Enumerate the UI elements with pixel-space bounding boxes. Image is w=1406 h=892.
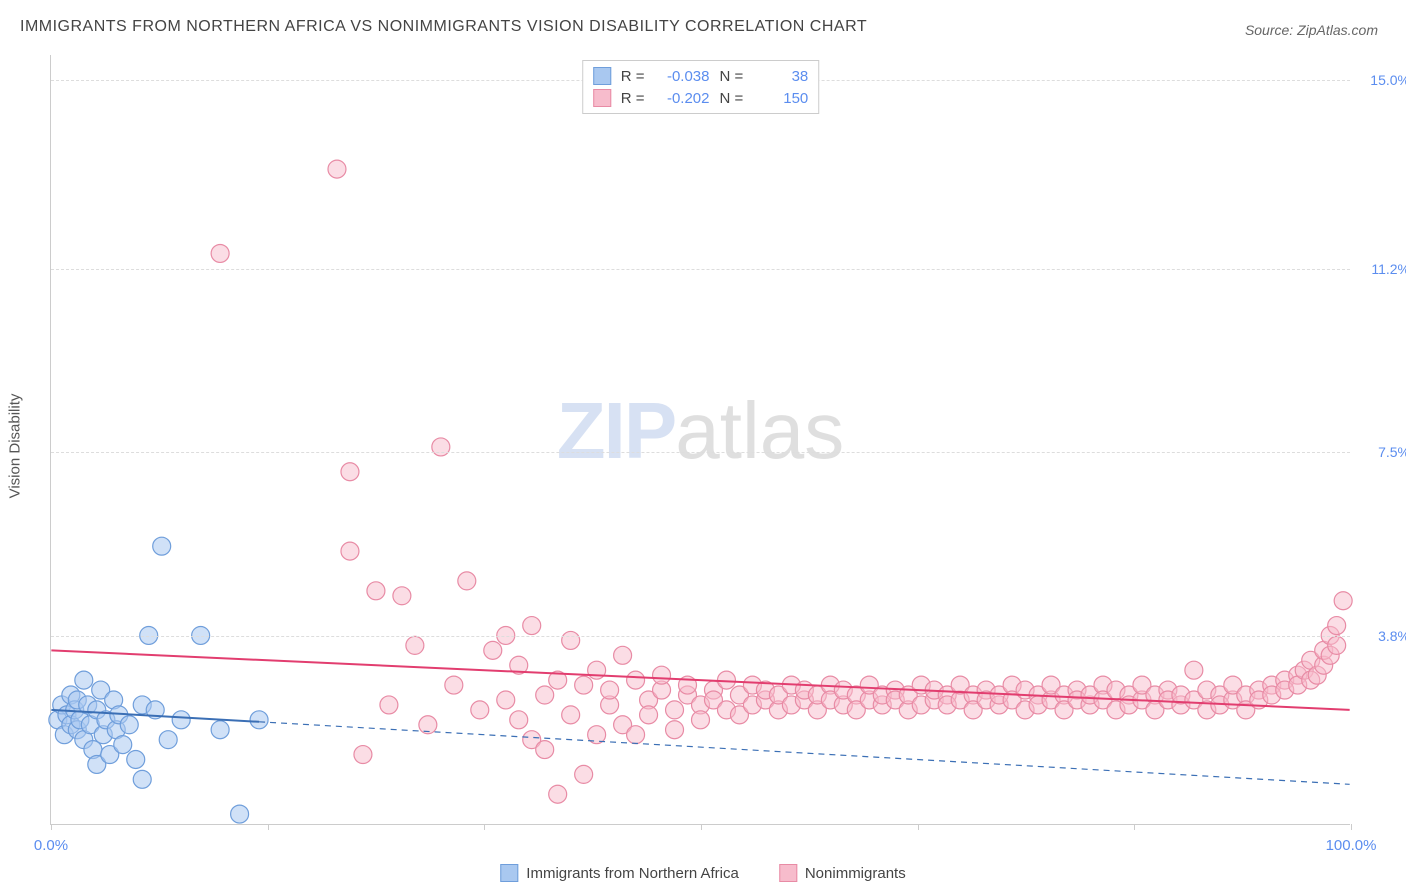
x-tick xyxy=(1134,824,1135,830)
scatter-point xyxy=(250,711,268,729)
scatter-point xyxy=(133,770,151,788)
scatter-point xyxy=(114,736,132,754)
legend-n-value-1: 38 xyxy=(753,68,808,85)
legend-r-label-1: R = xyxy=(621,68,645,85)
x-tick xyxy=(51,824,52,830)
x-tick xyxy=(701,824,702,830)
y-tick-label: 7.5% xyxy=(1378,444,1406,460)
x-tick xyxy=(1351,824,1352,830)
scatter-point xyxy=(341,463,359,481)
scatter-point xyxy=(575,676,593,694)
scatter-point xyxy=(406,636,424,654)
plot-area: ZIPatlas R = -0.038 N = 38 R = -0.202 N … xyxy=(50,55,1350,825)
scatter-point xyxy=(153,537,171,555)
plot-svg xyxy=(51,55,1350,824)
x-tick-label: 100.0% xyxy=(1326,837,1377,854)
bottom-legend-swatch-2 xyxy=(779,864,797,882)
scatter-point xyxy=(211,244,229,262)
scatter-point xyxy=(380,696,398,714)
legend-row-series-2: R = -0.202 N = 150 xyxy=(593,87,809,109)
scatter-point xyxy=(341,542,359,560)
scatter-point xyxy=(536,741,554,759)
correlation-legend: R = -0.038 N = 38 R = -0.202 N = 150 xyxy=(582,60,820,114)
legend-r-value-1: -0.038 xyxy=(655,68,710,85)
legend-n-value-2: 150 xyxy=(753,90,808,107)
scatter-point xyxy=(601,681,619,699)
scatter-point xyxy=(562,631,580,649)
scatter-point xyxy=(1185,661,1203,679)
scatter-point xyxy=(523,617,541,635)
bottom-legend-swatch-1 xyxy=(500,864,518,882)
y-axis-label: Vision Disability xyxy=(7,394,24,499)
legend-r-value-2: -0.202 xyxy=(655,90,710,107)
scatter-point xyxy=(458,572,476,590)
scatter-point xyxy=(497,691,515,709)
scatter-point xyxy=(1328,617,1346,635)
bottom-legend-item-1: Immigrants from Northern Africa xyxy=(500,864,739,882)
scatter-point xyxy=(393,587,411,605)
scatter-point xyxy=(627,671,645,689)
scatter-point xyxy=(354,746,372,764)
legend-n-label-2: N = xyxy=(720,90,744,107)
scatter-point xyxy=(575,765,593,783)
scatter-point xyxy=(471,701,489,719)
scatter-point xyxy=(211,721,229,739)
scatter-point xyxy=(1334,592,1352,610)
scatter-point xyxy=(231,805,249,823)
scatter-point xyxy=(549,785,567,803)
gridline-h xyxy=(51,452,1350,453)
legend-swatch-1 xyxy=(593,67,611,85)
scatter-point xyxy=(1328,636,1346,654)
scatter-point xyxy=(445,676,463,694)
bottom-legend-label-1: Immigrants from Northern Africa xyxy=(526,865,739,882)
x-tick xyxy=(484,824,485,830)
scatter-point xyxy=(484,641,502,659)
chart-title: IMMIGRANTS FROM NORTHERN AFRICA VS NONIM… xyxy=(20,18,867,36)
y-tick-label: 11.2% xyxy=(1371,261,1406,277)
scatter-point xyxy=(510,711,528,729)
y-tick-label: 15.0% xyxy=(1370,72,1406,88)
gridline-h xyxy=(51,269,1350,270)
scatter-point xyxy=(75,671,93,689)
scatter-point xyxy=(614,646,632,664)
scatter-point xyxy=(536,686,554,704)
scatter-point xyxy=(640,706,658,724)
scatter-point xyxy=(172,711,190,729)
scatter-point xyxy=(367,582,385,600)
bottom-legend-item-2: Nonimmigrants xyxy=(779,864,906,882)
source-label: Source: ZipAtlas.com xyxy=(1245,22,1378,38)
scatter-point xyxy=(127,751,145,769)
scatter-point xyxy=(328,160,346,178)
scatter-point xyxy=(627,726,645,744)
bottom-legend: Immigrants from Northern Africa Nonimmig… xyxy=(500,864,905,882)
y-tick-label: 3.8% xyxy=(1378,628,1406,644)
x-tick-label: 0.0% xyxy=(34,837,68,854)
scatter-point xyxy=(120,716,138,734)
scatter-point xyxy=(653,666,671,684)
legend-swatch-2 xyxy=(593,89,611,107)
x-tick xyxy=(918,824,919,830)
legend-row-series-1: R = -0.038 N = 38 xyxy=(593,65,809,87)
bottom-legend-label-2: Nonimmigrants xyxy=(805,865,906,882)
scatter-point xyxy=(692,711,710,729)
scatter-point xyxy=(159,731,177,749)
scatter-point xyxy=(666,721,684,739)
legend-n-label-1: N = xyxy=(720,68,744,85)
gridline-h xyxy=(51,636,1350,637)
x-tick xyxy=(268,824,269,830)
scatter-point xyxy=(562,706,580,724)
legend-r-label-2: R = xyxy=(621,90,645,107)
scatter-point xyxy=(666,701,684,719)
